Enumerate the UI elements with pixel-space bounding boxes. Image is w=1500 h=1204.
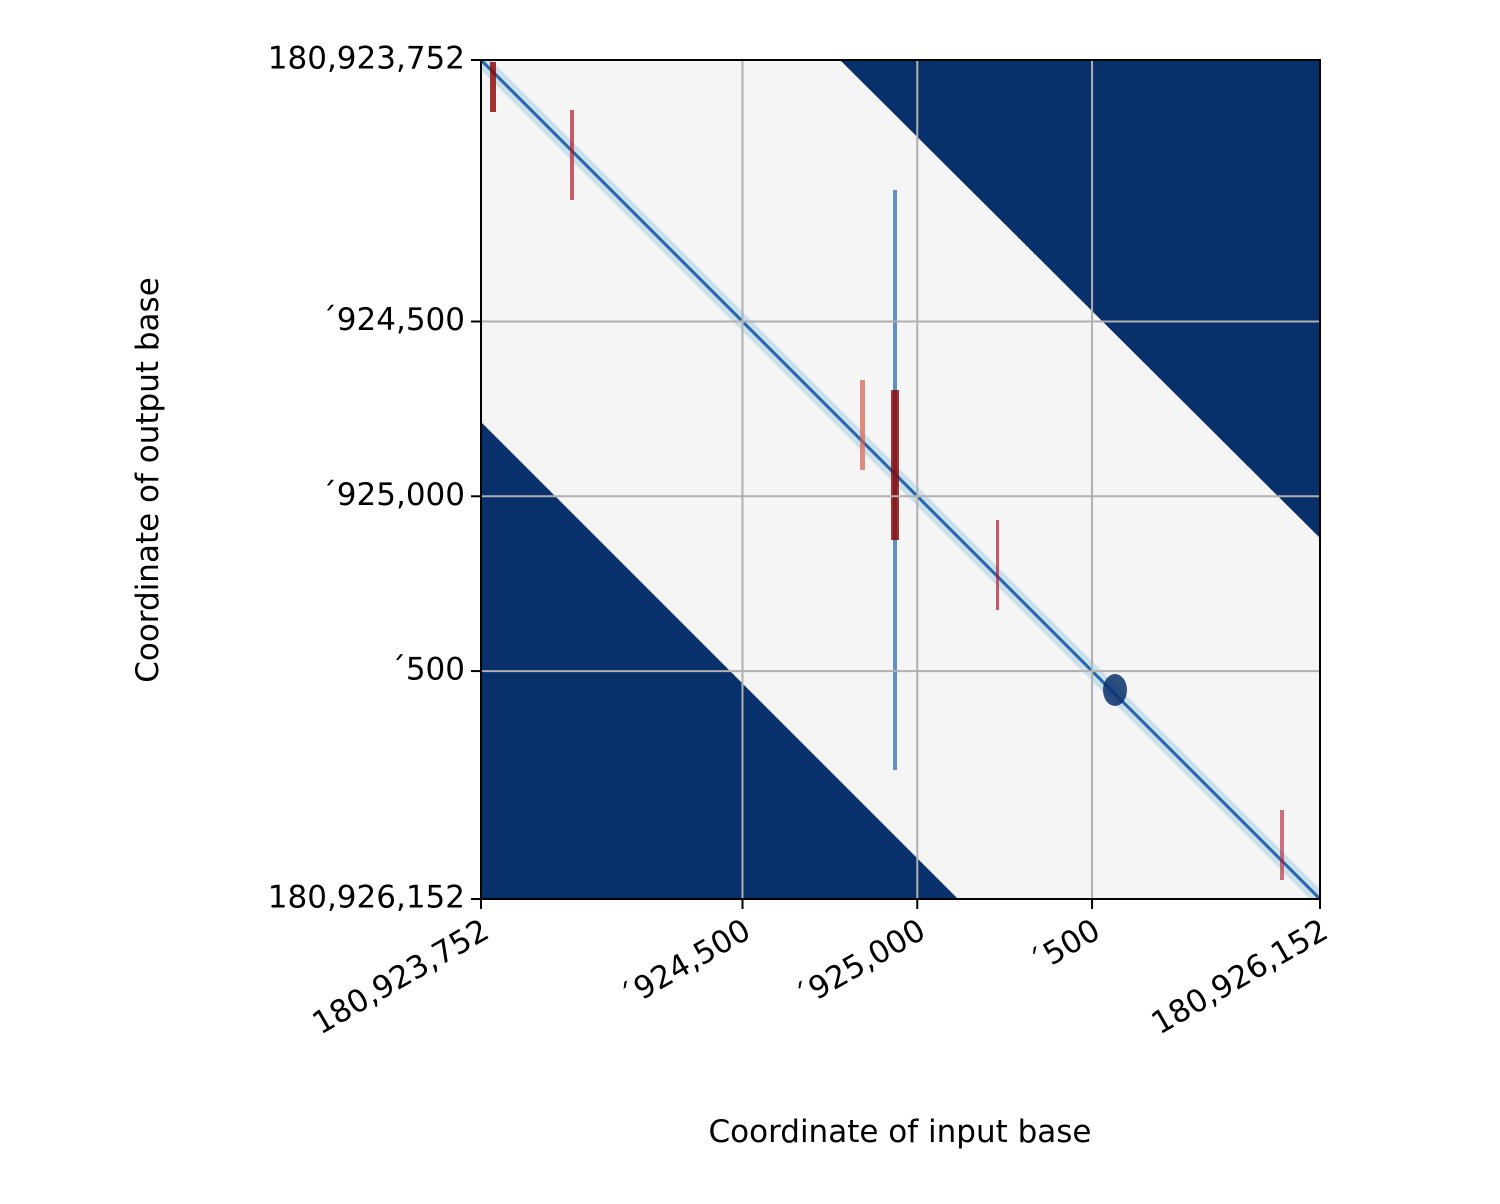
x-tick-label: ´925,000: [789, 912, 931, 1015]
y-tick-label: ´925,000: [321, 477, 465, 513]
heatmap: [481, 60, 1320, 899]
y-tick-label: ´500: [390, 652, 465, 688]
streak: [1280, 810, 1284, 880]
streak: [891, 390, 899, 540]
x-tick-label: 180,923,752: [306, 912, 495, 1042]
masked-region: [481, 422, 958, 899]
x-tick-label: ´924,500: [614, 912, 756, 1015]
y-tick-label: 180,926,152: [268, 880, 465, 916]
masked-region: [840, 60, 1320, 538]
streak: [996, 520, 999, 610]
y-tick-label: 180,923,752: [268, 41, 465, 77]
blob: [1103, 674, 1127, 706]
x-axis-label: Coordinate of input base: [708, 1114, 1091, 1150]
x-tick-label: 180,926,152: [1145, 912, 1334, 1042]
streak: [490, 62, 496, 112]
y-tick-label: ´924,500: [321, 302, 465, 338]
streak: [570, 110, 574, 200]
diagonal: [481, 60, 1320, 899]
plot-frame: [480, 59, 1321, 900]
y-axis-label: Coordinate of output base: [130, 277, 166, 683]
x-tick-label: ´500: [1024, 912, 1107, 981]
streak: [860, 380, 865, 470]
